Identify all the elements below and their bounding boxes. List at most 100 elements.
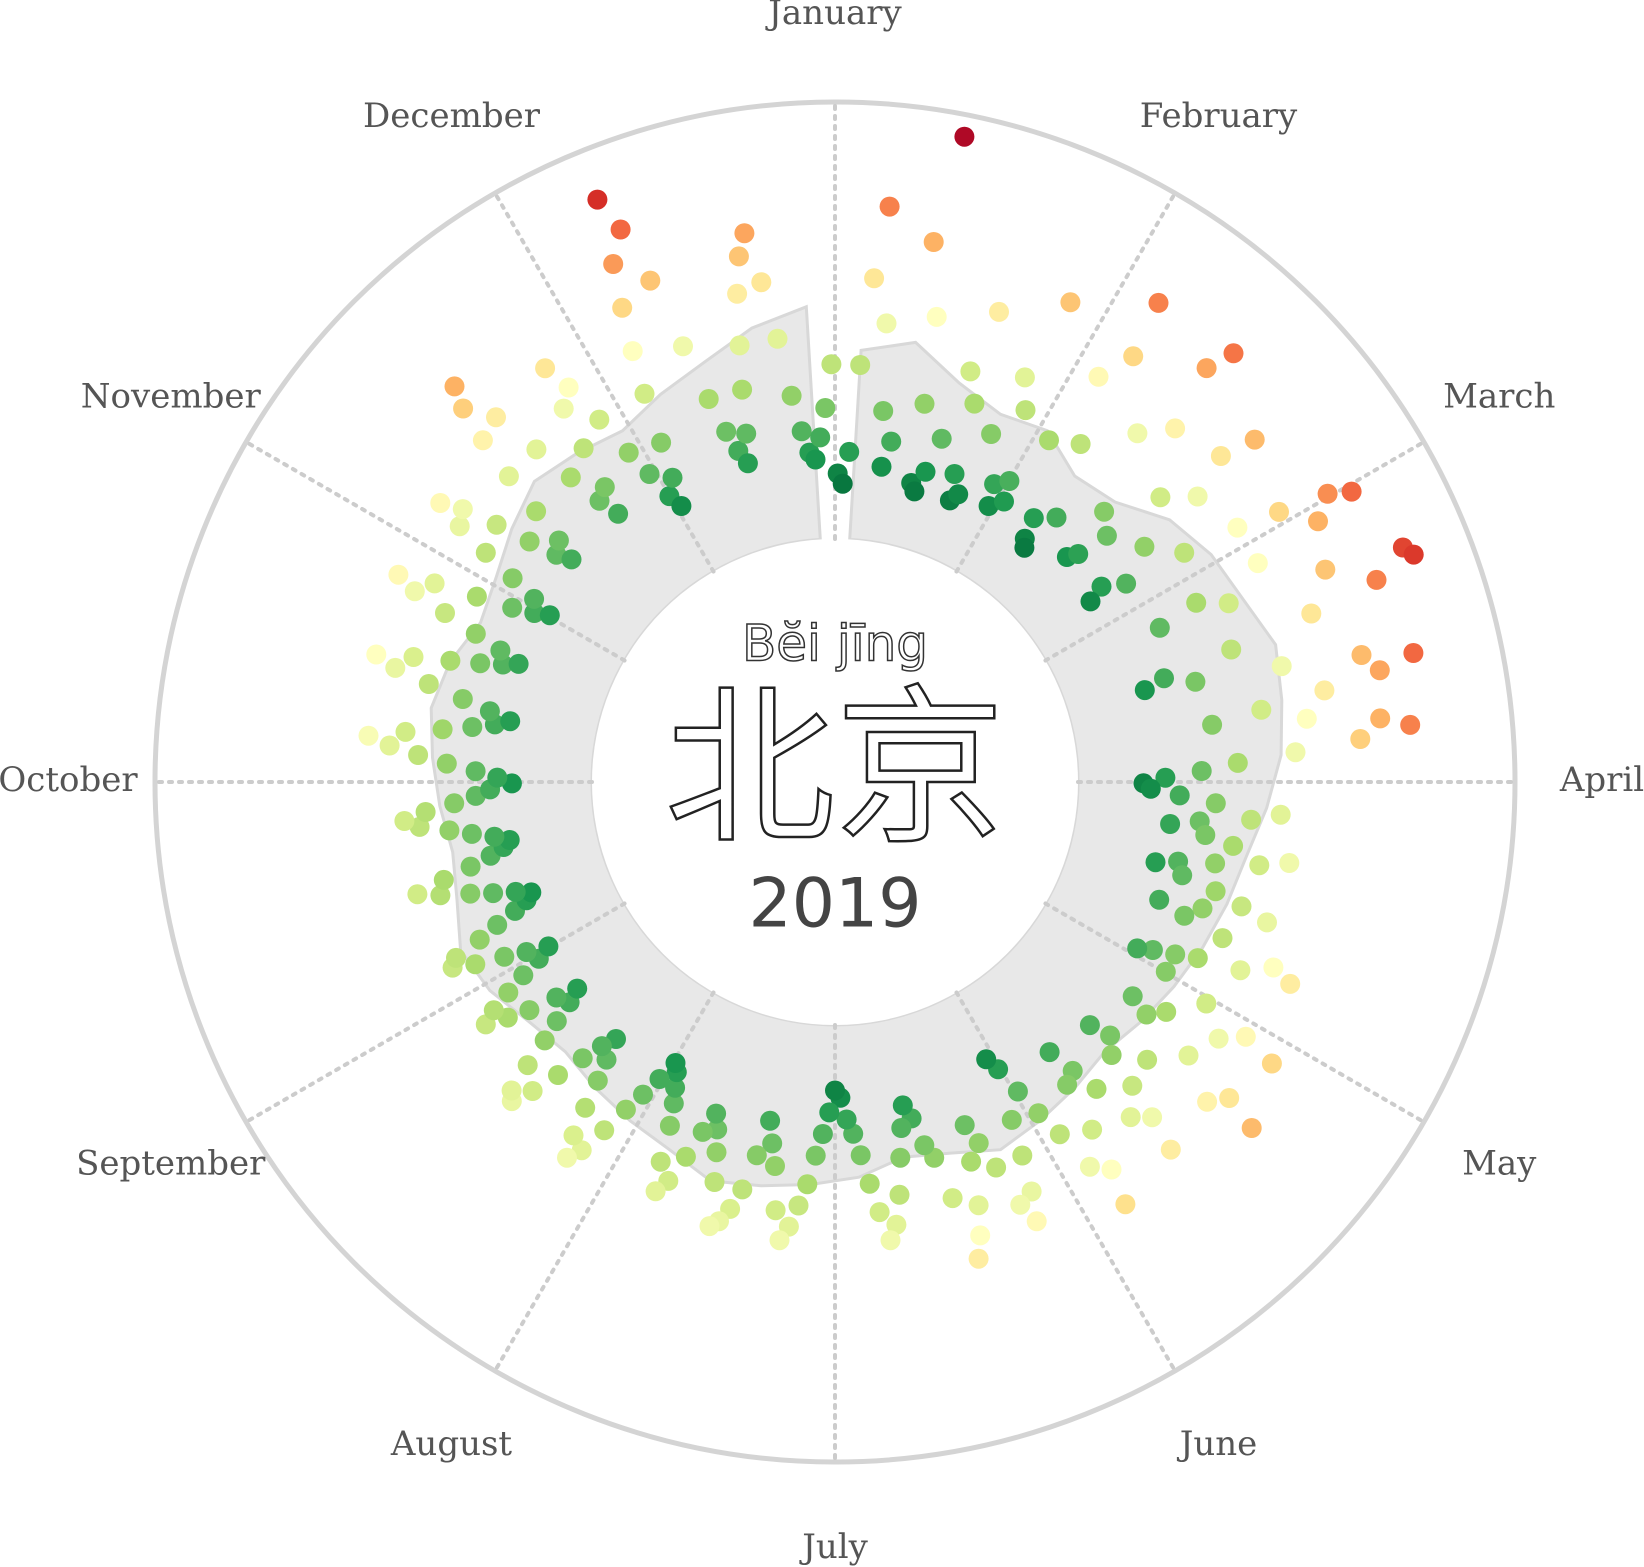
day-dot: [1134, 536, 1155, 557]
day-dot: [1082, 1119, 1103, 1140]
day-dot: [729, 335, 750, 356]
day-dot: [1235, 1026, 1256, 1047]
day-dot: [791, 421, 812, 442]
day-dot: [634, 383, 655, 404]
day-dot: [832, 473, 853, 494]
day-dot: [594, 1120, 615, 1141]
day-dot: [1296, 708, 1317, 729]
day-dot: [880, 1230, 901, 1251]
day-dot: [728, 246, 749, 267]
month-label: June: [1177, 1424, 1258, 1464]
day-dot: [698, 389, 719, 409]
day-dot: [519, 531, 540, 552]
month-divider: [244, 901, 627, 1124]
day-dot: [388, 564, 409, 585]
day-dot: [622, 341, 643, 362]
day-dot: [394, 811, 415, 831]
outer-ring: [152, 99, 1518, 1465]
day-dot: [1094, 501, 1115, 522]
day-dot: [914, 1135, 935, 1156]
day-dot: [1366, 569, 1387, 590]
day-dot: [498, 982, 519, 1003]
day-dot: [892, 1095, 913, 1116]
day-dot: [615, 1099, 636, 1120]
day-dot: [1160, 814, 1181, 834]
day-dot: [1015, 400, 1036, 421]
day-dot: [486, 514, 507, 535]
day-dot: [430, 493, 451, 513]
month-label: August: [390, 1424, 513, 1464]
day-dot: [1001, 1109, 1022, 1130]
day-dot: [999, 471, 1020, 491]
day-dot: [968, 1133, 989, 1154]
day-dot: [1160, 1139, 1181, 1160]
day-dot: [994, 491, 1014, 512]
day-dot: [502, 568, 523, 589]
day-dot: [663, 1093, 684, 1114]
day-dot: [1154, 668, 1174, 689]
day-dot: [395, 721, 416, 742]
day-dot: [1191, 761, 1212, 781]
day-dot: [1148, 292, 1169, 313]
day-dot: [781, 385, 802, 406]
day-dot: [1241, 1118, 1262, 1138]
day-dot: [517, 1055, 538, 1076]
day-dot: [964, 393, 985, 414]
day-dot: [1060, 292, 1081, 313]
day-dot: [546, 987, 567, 1008]
day-dot: [704, 1172, 725, 1192]
day-dot: [1314, 680, 1335, 701]
day-dot: [603, 254, 624, 274]
day-dot: [1137, 1049, 1158, 1070]
day-dot: [1142, 940, 1163, 960]
day-dot: [610, 219, 631, 240]
day-dot: [923, 232, 944, 252]
day-dot: [1169, 785, 1190, 806]
day-dot: [472, 430, 493, 451]
day-dot: [1261, 1053, 1282, 1074]
day-dot: [557, 1147, 577, 1168]
day-dot: [1285, 742, 1306, 763]
day-dot: [645, 1181, 666, 1202]
day-dot: [1101, 1159, 1122, 1180]
day-dot: [984, 474, 1005, 495]
day-dot: [594, 477, 615, 498]
month-label: July: [799, 1527, 868, 1567]
day-dot: [692, 1121, 713, 1142]
day-dot: [944, 464, 965, 484]
day-dot: [1079, 1015, 1100, 1036]
chart-title: 北京: [665, 670, 1005, 868]
day-dot: [1010, 1194, 1031, 1215]
day-dot: [1116, 573, 1137, 594]
month-divider: [244, 440, 627, 663]
day-dot: [1251, 699, 1272, 720]
day-dot: [534, 1030, 555, 1051]
day-dot: [538, 936, 559, 957]
day-dot: [1263, 957, 1284, 978]
day-dot: [989, 301, 1009, 322]
day-dot: [1134, 680, 1155, 701]
day-dot: [960, 361, 981, 382]
day-dot: [734, 223, 755, 244]
chart-subtitle: Bĕi jīng: [742, 615, 928, 673]
day-dot: [1122, 1075, 1143, 1096]
day-dot: [444, 376, 465, 397]
day-dot: [954, 126, 975, 147]
day-dot: [662, 467, 683, 488]
day-dot: [869, 1202, 890, 1223]
day-dot: [1202, 714, 1223, 735]
day-dot: [850, 1145, 871, 1166]
day-dot: [665, 1077, 686, 1098]
day-dot: [1249, 855, 1270, 876]
day-dot: [571, 1140, 592, 1161]
day-dot: [864, 268, 885, 289]
day-dot: [522, 1081, 543, 1101]
day-dot: [1269, 501, 1289, 522]
day-dot: [519, 1000, 540, 1021]
day-dot: [1219, 1088, 1240, 1108]
day-dot: [1403, 643, 1424, 663]
day-dot: [1165, 944, 1186, 965]
day-dot: [1145, 852, 1166, 873]
day-dot: [1400, 714, 1421, 735]
